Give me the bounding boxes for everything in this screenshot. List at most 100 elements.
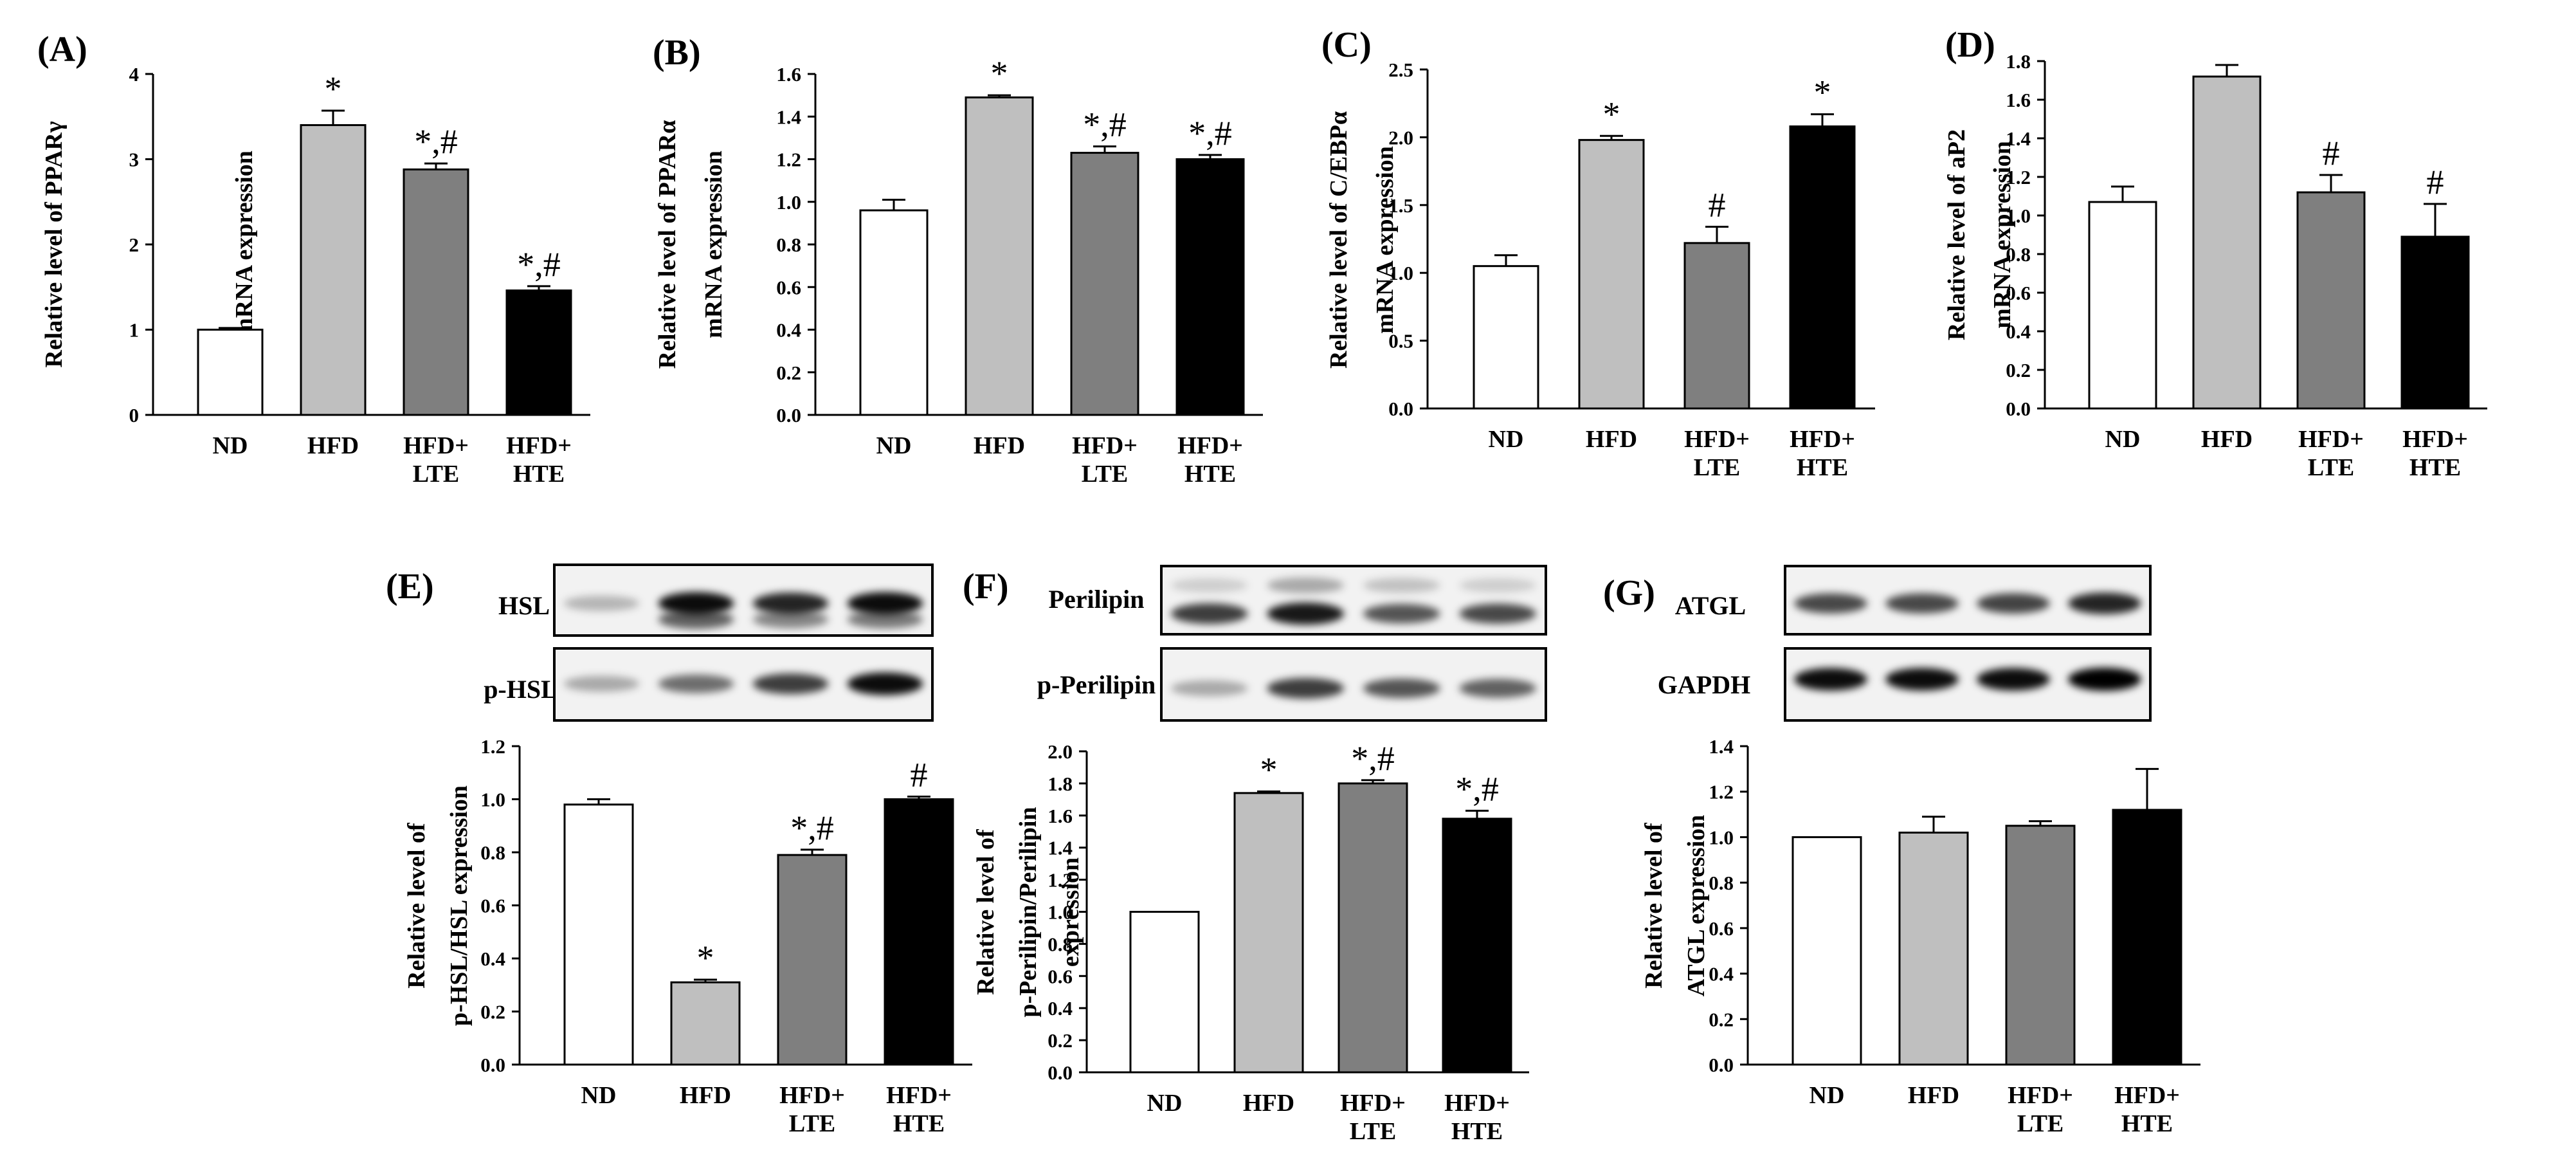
y-tick-label: 2.0: [1388, 126, 1413, 149]
panel-e: (E) Relative level of p-HSL/HSL expression…: [386, 567, 972, 1137]
y-tick-label: 1.0: [1709, 826, 1734, 848]
blot-band: [563, 675, 640, 692]
y-tick-label: 0.8: [776, 234, 801, 256]
significance-label: *,#: [1351, 739, 1395, 778]
blot-hsl: [553, 563, 934, 637]
y-tick-label: 0.4: [2006, 320, 2031, 343]
significance-label: *: [1603, 95, 1620, 133]
significance-label: *,#: [1083, 105, 1127, 144]
significance-label: *,#: [1455, 769, 1499, 808]
y-tick-label: 1.2: [776, 149, 801, 171]
blot-band: [1267, 678, 1345, 699]
y-axis-label: p-Perilipin/Perilipin: [1015, 807, 1042, 1017]
blot-label: p-Perilipin: [1037, 670, 1156, 699]
category-label: HFD: [1908, 1082, 1959, 1109]
blot-p-perilipin: [1160, 647, 1547, 722]
y-axis-label: Relative level of C/EBPα: [1325, 111, 1352, 369]
category-label: HTE: [2121, 1110, 2173, 1137]
blot-band: [752, 592, 829, 614]
panel-d: (D)Relative level of aP2 mRNA expression0…: [1943, 25, 2487, 481]
blot-band: [1977, 668, 2050, 691]
category-label: HFD+: [2298, 426, 2364, 453]
significance-label: *,#: [414, 122, 458, 161]
y-tick-label: 0.2: [1048, 1029, 1073, 1052]
y-tick-label: 1.4: [776, 105, 801, 128]
category-label: LTE: [1694, 454, 1741, 481]
y-tick-label: 3: [129, 149, 140, 171]
bar-hfd: [1898, 831, 1969, 1066]
blot-band: [1267, 602, 1345, 625]
y-tick-label: 0.2: [480, 1001, 505, 1023]
y-tick-label: 0.4: [1709, 963, 1734, 985]
blot-band: [1885, 593, 1959, 614]
category-label: HFD+: [403, 432, 469, 459]
blot-band: [1170, 680, 1248, 697]
blot-band: [1459, 679, 1537, 698]
significance-label: *: [697, 939, 714, 977]
panel-label: (F): [963, 567, 1009, 607]
blot-p-hsl: [553, 647, 934, 722]
y-tick-label: 0.8: [480, 841, 505, 864]
y-axis-label: mRNA expression: [1372, 146, 1399, 334]
bar-nd: [859, 209, 929, 416]
blot-band: [847, 610, 923, 628]
significance-label: *,#: [790, 809, 834, 847]
blot-band: [847, 592, 923, 615]
y-tick-label: 1.0: [1388, 262, 1413, 284]
bar-nd: [1129, 911, 1200, 1074]
y-tick-label: 4: [129, 63, 140, 86]
y-tick-label: 1.4: [1709, 735, 1734, 758]
y-axis-label: Relative level of: [1640, 822, 1667, 989]
blot-band: [2068, 668, 2141, 691]
category-label: HFD+: [886, 1082, 952, 1109]
y-axis-label: mRNA expression: [700, 151, 727, 338]
blot-band: [1885, 668, 1959, 691]
blot-label: ATGL: [1675, 591, 1746, 620]
panel-label: (A): [37, 30, 87, 69]
y-tick-label: 1.2: [1709, 781, 1734, 803]
category-label: ND: [2105, 426, 2141, 453]
category-label: HFD: [1586, 426, 1637, 453]
blot-band: [1794, 593, 1867, 614]
y-tick-label: 1.6: [1048, 805, 1073, 827]
category-label: HFD: [2201, 426, 2253, 453]
category-label: ND: [213, 432, 248, 459]
significance-label: *,#: [1188, 114, 1232, 152]
y-tick-label: 0.4: [480, 948, 505, 970]
bar-hfdhte: [2112, 809, 2182, 1066]
y-axis-label: ATGL expression: [1683, 815, 1710, 997]
category-label: HFD+: [1072, 432, 1138, 459]
bar-hfdlte: [777, 854, 848, 1066]
y-tick-label: 0.4: [776, 319, 801, 342]
blot-band: [658, 610, 734, 629]
bar-hfd: [1233, 792, 1304, 1074]
category-label: ND: [1489, 426, 1524, 453]
blot-band: [1267, 577, 1345, 594]
category-label: HTE: [1451, 1118, 1503, 1145]
bar-hfdhte: [884, 798, 954, 1066]
significance-label: #: [2323, 134, 2340, 172]
category-label: HFD+: [1177, 432, 1243, 459]
y-tick-label: 0.0: [1388, 398, 1413, 420]
blot-band: [1170, 578, 1248, 593]
y-tick-label: 2.0: [1048, 740, 1073, 763]
y-axis-label: Relative level of: [403, 822, 430, 989]
significance-label: *: [1814, 73, 1831, 112]
category-label: HFD: [974, 432, 1025, 459]
y-tick-label: 0.0: [776, 404, 801, 426]
blot-band: [1363, 578, 1440, 593]
bar-hfd: [670, 981, 741, 1066]
panel-label: (E): [386, 567, 434, 607]
y-tick-label: 0.2: [1709, 1008, 1734, 1030]
y-tick-label: 1: [129, 319, 140, 342]
category-label: HFD+: [2402, 426, 2468, 453]
panel-f: (F) Relative level of p-Perilipin/Perilipi…: [963, 567, 1529, 1145]
y-tick-label: 0.6: [1048, 965, 1073, 987]
category-label: LTE: [2017, 1110, 2064, 1137]
y-tick-label: 2: [129, 234, 140, 256]
significance-label: *: [1260, 750, 1278, 789]
y-tick-label: 0.0: [480, 1054, 505, 1076]
blot-band: [1363, 678, 1440, 699]
category-label: HFD+: [2114, 1082, 2180, 1109]
y-tick-label: 1.0: [480, 789, 505, 811]
